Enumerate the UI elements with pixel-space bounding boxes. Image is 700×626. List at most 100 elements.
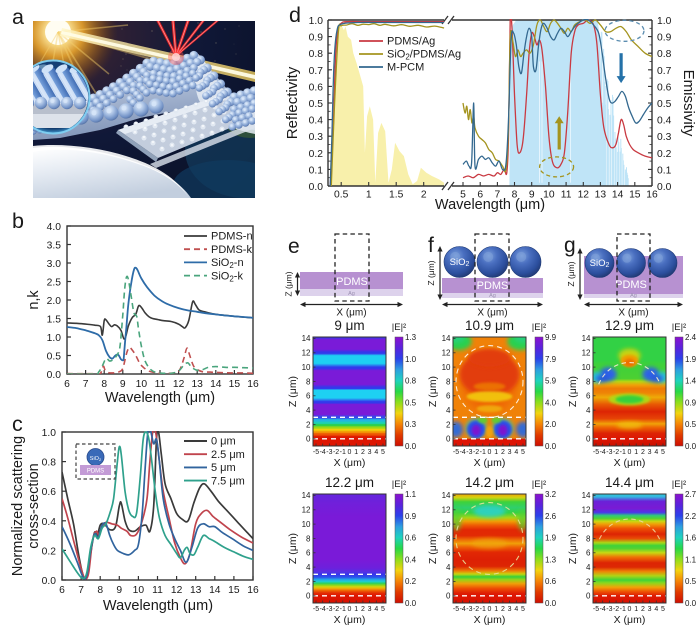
svg-text:15: 15 [228,585,240,596]
svg-text:Z (μm): Z (μm) [284,271,294,296]
svg-text:14.2 μm: 14.2 μm [465,475,514,490]
svg-text:2: 2 [641,606,645,613]
svg-text:-5: -5 [453,606,459,613]
svg-text:-3: -3 [606,449,612,456]
svg-text:0.0: 0.0 [309,182,324,193]
svg-text:Wavelength (μm): Wavelength (μm) [105,390,215,406]
svg-text:PDMS/Ag: PDMS/Ag [387,36,435,48]
svg-text:2.0: 2.0 [47,296,62,307]
svg-text:5 μm: 5 μm [211,462,236,474]
svg-text:8: 8 [97,585,103,596]
svg-text:cross-section: cross-section [26,463,42,548]
svg-text:2.6: 2.6 [545,512,557,521]
svg-text:6: 6 [64,379,70,390]
svg-text:8: 8 [306,534,311,543]
svg-text:8: 8 [586,534,591,543]
svg-text:-4: -4 [320,449,326,456]
svg-text:12: 12 [173,379,185,390]
svg-text:-3: -3 [326,606,332,613]
svg-text:3.5: 3.5 [47,241,62,252]
svg-text:X (μm): X (μm) [477,308,507,319]
svg-text:1.0: 1.0 [47,333,62,344]
svg-text:0.0: 0.0 [657,182,672,193]
svg-text:10.9 μm: 10.9 μm [465,318,514,333]
svg-text:4: 4 [446,406,451,415]
svg-text:X (μm): X (μm) [474,614,506,626]
svg-text:0: 0 [628,606,632,613]
svg-text:0.0: 0.0 [47,370,62,381]
svg-text:X (μm): X (μm) [334,457,366,469]
svg-text:0.0: 0.0 [42,576,57,587]
svg-text:2.2: 2.2 [685,512,697,521]
svg-text:13: 13 [595,190,607,201]
svg-text:1.0: 1.0 [405,355,417,364]
svg-text:g: g [564,234,576,257]
svg-text:14: 14 [302,491,311,500]
svg-text:2.5 μm: 2.5 μm [211,449,245,461]
svg-text:0.2: 0.2 [657,149,672,160]
svg-text:Z (μm): Z (μm) [426,260,436,285]
svg-text:1: 1 [494,449,498,456]
svg-text:12: 12 [582,349,591,358]
svg-text:|E|²: |E|² [532,479,546,490]
svg-text:0.9: 0.9 [685,398,697,407]
svg-text:Z (μm): Z (μm) [287,533,299,564]
svg-text:4: 4 [446,563,451,572]
svg-text:SiO2: SiO2 [590,258,610,269]
svg-text:14: 14 [442,491,451,500]
svg-text:8: 8 [306,377,311,386]
svg-text:8: 8 [512,190,518,201]
svg-text:12: 12 [442,349,451,358]
svg-text:-3: -3 [606,606,612,613]
svg-text:Ag: Ag [348,291,355,297]
svg-text:16: 16 [247,585,259,596]
svg-text:1: 1 [354,606,358,613]
svg-text:4.0: 4.0 [545,398,557,407]
svg-text:2: 2 [501,606,505,613]
svg-text:2.7: 2.7 [685,490,697,499]
svg-text:0.5: 0.5 [685,420,697,429]
svg-text:0.7: 0.7 [657,66,672,77]
svg-text:4: 4 [654,606,658,613]
svg-text:6: 6 [446,392,451,401]
svg-text:14: 14 [302,334,311,343]
svg-text:SiO2: SiO2 [90,456,102,462]
svg-text:|E|²: |E|² [672,322,686,333]
svg-text:10: 10 [302,520,311,529]
svg-text:2: 2 [586,577,591,586]
svg-text:12.2 μm: 12.2 μm [325,475,374,490]
svg-text:0.2: 0.2 [309,149,324,160]
svg-text:6: 6 [586,549,591,558]
svg-text:6: 6 [477,190,483,201]
svg-text:Ag: Ag [489,293,496,299]
svg-text:1.5: 1.5 [47,315,62,326]
svg-text:-3: -3 [466,449,472,456]
svg-text:|E|²: |E|² [392,322,406,333]
svg-text:PDMS: PDMS [477,280,509,292]
svg-text:7: 7 [83,379,89,390]
svg-text:2: 2 [446,577,451,586]
svg-text:SiO2-k: SiO2-k [211,270,243,283]
svg-text:2: 2 [361,449,365,456]
svg-text:Wavelength (μm): Wavelength (μm) [103,598,213,614]
svg-text:6: 6 [446,549,451,558]
svg-text:15: 15 [229,379,241,390]
svg-text:10: 10 [543,190,555,201]
svg-text:8: 8 [101,379,107,390]
svg-text:2: 2 [421,190,427,201]
svg-text:14: 14 [210,379,222,390]
svg-text:14.4 μm: 14.4 μm [605,475,654,490]
svg-text:1.9: 1.9 [545,534,557,543]
svg-text:0.6: 0.6 [42,487,57,498]
svg-text:1.3: 1.3 [545,555,557,564]
svg-text:6: 6 [306,549,311,558]
svg-text:-4: -4 [600,606,606,613]
svg-text:4: 4 [586,563,591,572]
svg-text:-5: -5 [313,606,319,613]
svg-text:0: 0 [586,592,591,601]
svg-text:0: 0 [446,435,451,444]
svg-text:11: 11 [152,585,163,596]
svg-text:8: 8 [446,534,451,543]
svg-text:9: 9 [116,585,122,596]
svg-text:Z (μm): Z (μm) [287,376,299,407]
